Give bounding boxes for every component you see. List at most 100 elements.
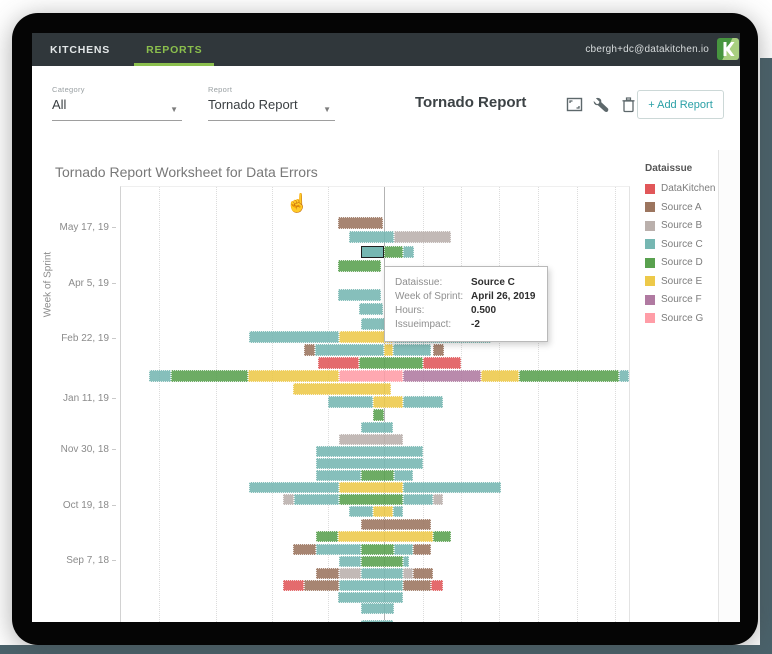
- bar-segment[interactable]: [339, 370, 403, 382]
- bar-segment[interactable]: [433, 531, 451, 542]
- fullscreen-icon[interactable]: [566, 96, 583, 113]
- legend-item[interactable]: Source F: [645, 294, 718, 305]
- bar-segment[interactable]: [294, 494, 339, 505]
- bar-segment[interactable]: [384, 246, 403, 258]
- datakitchen-logo-icon[interactable]: [717, 38, 739, 60]
- bar-segment[interactable]: [338, 217, 383, 229]
- bar-segment[interactable]: [403, 494, 433, 505]
- bar-segment[interactable]: [171, 370, 248, 382]
- bar-segment[interactable]: [403, 556, 409, 567]
- legend-item[interactable]: Source B: [645, 220, 718, 231]
- bar-segment[interactable]: [361, 246, 384, 258]
- bar-segment[interactable]: [361, 422, 393, 433]
- bar-segment[interactable]: [316, 568, 339, 579]
- bar-segment[interactable]: [283, 580, 304, 591]
- bar-segment[interactable]: [384, 344, 393, 356]
- legend-item[interactable]: Source G: [645, 313, 718, 324]
- bar-segment[interactable]: [338, 592, 403, 603]
- bar-segment[interactable]: [149, 370, 171, 382]
- bar-segment[interactable]: [339, 434, 403, 445]
- report-select[interactable]: Report Tornado Report ▼: [208, 85, 335, 121]
- bar-segment[interactable]: [403, 370, 481, 382]
- bar-segment[interactable]: [249, 331, 339, 343]
- bar-segment[interactable]: [359, 357, 423, 369]
- bar-segment[interactable]: [403, 568, 413, 579]
- bar-segment[interactable]: [423, 357, 461, 369]
- gridline: [272, 187, 273, 622]
- bar-segment[interactable]: [373, 409, 384, 421]
- bar-segment[interactable]: [361, 603, 394, 614]
- category-select[interactable]: Category All ▼: [52, 85, 182, 121]
- bar-segment[interactable]: [328, 396, 373, 408]
- bar-segment[interactable]: [481, 370, 519, 382]
- legend-item[interactable]: DataKitchen: [645, 183, 718, 194]
- bar-segment[interactable]: [339, 482, 403, 493]
- bar-segment[interactable]: [361, 470, 394, 481]
- bar-segment[interactable]: [394, 544, 413, 555]
- bar-segment[interactable]: [315, 344, 384, 356]
- bar-segment[interactable]: [293, 383, 391, 395]
- bar-segment[interactable]: [361, 568, 403, 579]
- legend-item[interactable]: Source E: [645, 276, 718, 287]
- legend-item[interactable]: Source D: [645, 257, 718, 268]
- bar-segment[interactable]: [373, 506, 393, 517]
- vertical-scrollbar[interactable]: [718, 150, 740, 622]
- bar-segment[interactable]: [316, 470, 361, 481]
- y-tick-mark: [112, 283, 116, 284]
- bar-segment[interactable]: [393, 506, 403, 517]
- bar-segment[interactable]: [339, 494, 403, 505]
- trash-icon[interactable]: [620, 96, 637, 113]
- bar-segment[interactable]: [339, 580, 403, 591]
- bar-segment[interactable]: [249, 482, 339, 493]
- bar-segment[interactable]: [394, 231, 451, 243]
- legend-item[interactable]: Source C: [645, 239, 718, 250]
- bar-segment[interactable]: [316, 544, 361, 555]
- bar-segment[interactable]: [403, 482, 501, 493]
- bar-segment[interactable]: [304, 580, 339, 591]
- bar-segment[interactable]: [373, 396, 403, 408]
- bar-segment[interactable]: [316, 458, 423, 469]
- bar-segment[interactable]: [283, 494, 294, 505]
- bar-segment[interactable]: [361, 620, 393, 622]
- bar-segment[interactable]: [433, 344, 444, 356]
- bar-segment[interactable]: [403, 396, 443, 408]
- bar-segment[interactable]: [318, 357, 359, 369]
- bar-segment[interactable]: [316, 531, 338, 542]
- bar-segment[interactable]: [403, 246, 414, 258]
- y-tick-label: Oct 19, 18: [62, 500, 109, 511]
- legend-item[interactable]: Source A: [645, 202, 718, 213]
- bar-segment[interactable]: [349, 506, 373, 517]
- bar-segment[interactable]: [619, 370, 629, 382]
- bar-segment[interactable]: [339, 556, 361, 567]
- bar-segment[interactable]: [393, 344, 431, 356]
- bar-segment[interactable]: [359, 303, 383, 315]
- nav-tab-reports[interactable]: REPORTS: [128, 33, 220, 66]
- bar-segment[interactable]: [413, 544, 431, 555]
- bar-segment[interactable]: [338, 531, 433, 542]
- bar-segment[interactable]: [338, 260, 381, 272]
- report-select-label: Report: [208, 85, 233, 94]
- bar-segment[interactable]: [316, 446, 423, 457]
- bar-segment[interactable]: [361, 556, 403, 567]
- bar-segment[interactable]: [339, 568, 361, 579]
- bar-segment[interactable]: [304, 344, 315, 356]
- chart-legend: Dataissue DataKitchen Source A Source B Sou…: [645, 163, 718, 331]
- legend-title: Dataissue: [645, 163, 693, 174]
- bar-segment[interactable]: [361, 544, 394, 555]
- nav-tab-kitchens[interactable]: KITCHENS: [32, 33, 128, 66]
- bar-segment[interactable]: [433, 494, 443, 505]
- add-report-button[interactable]: + Add Report: [637, 90, 724, 119]
- bar-segment[interactable]: [519, 370, 619, 382]
- bar-segment[interactable]: [413, 568, 433, 579]
- bar-segment[interactable]: [349, 231, 394, 243]
- bar-segment[interactable]: [403, 580, 431, 591]
- bar-segment[interactable]: [248, 370, 339, 382]
- bar-segment[interactable]: [338, 289, 381, 301]
- gridline: [461, 187, 462, 622]
- bar-segment[interactable]: [361, 519, 431, 530]
- bar-segment[interactable]: [293, 544, 316, 555]
- bar-segment[interactable]: [394, 470, 413, 481]
- wrench-icon[interactable]: [593, 96, 610, 113]
- y-tick-mark: [112, 227, 116, 228]
- bar-segment[interactable]: [431, 580, 443, 591]
